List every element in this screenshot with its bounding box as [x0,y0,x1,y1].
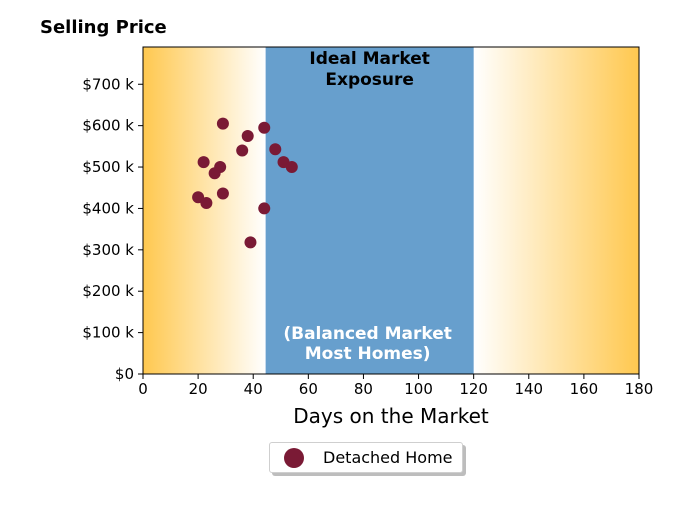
legend-label-detached-home: Detached Home [323,448,453,467]
band-label-bottom-line-1: (Balanced Market [283,324,452,344]
y-axis-title: Selling Price [40,17,167,38]
data-point-13 [200,197,213,210]
data-point-3 [241,129,254,142]
data-point-10 [208,167,221,180]
x-axis-title: Days on the Market [293,404,489,428]
x-tick-label-180: 180 [625,380,654,398]
x-tick-label-140: 140 [514,380,543,398]
x-tick-label-0: 0 [138,380,148,398]
data-point-2 [258,121,271,134]
background-gradient-right [473,47,639,374]
y-tick-label-4: $400 k [82,199,134,217]
x-tick-label-80: 80 [354,380,373,398]
band-label-bottom-line-2: Most Homes) [305,344,431,364]
y-tick-label-2: $200 k [82,282,134,300]
band-label-top-line-2: Exposure [325,70,414,90]
data-point-6 [197,156,210,169]
x-tick-label-160: 160 [570,380,599,398]
y-tick-label-7: $700 k [82,75,134,93]
legend-marker-detached-home [284,448,304,468]
y-tick-label-5: $500 k [82,158,134,176]
x-tick-label-60: 60 [299,380,318,398]
background-gradient-left [143,47,266,374]
y-tick-label-3: $300 k [82,241,134,259]
band-label-top-line-1: Ideal Market [309,49,430,69]
data-point-5 [236,144,249,157]
data-point-4 [269,143,282,156]
x-tick-label-120: 120 [459,380,488,398]
legend: Detached Home [269,442,463,473]
x-tick-label-100: 100 [404,380,433,398]
y-tick-label-1: $100 k [82,324,134,342]
y-tick-label-0: $0 [115,365,134,383]
data-point-11 [216,187,229,200]
ideal-exposure-band [265,47,474,374]
data-point-9 [285,161,298,174]
x-tick-label-40: 40 [244,380,263,398]
y-tick-label-6: $600 k [82,117,134,135]
plot-frame [142,46,640,375]
x-tick-label-20: 20 [189,380,208,398]
data-point-15 [244,236,257,249]
data-point-14 [258,202,271,215]
data-point-1 [216,117,229,130]
